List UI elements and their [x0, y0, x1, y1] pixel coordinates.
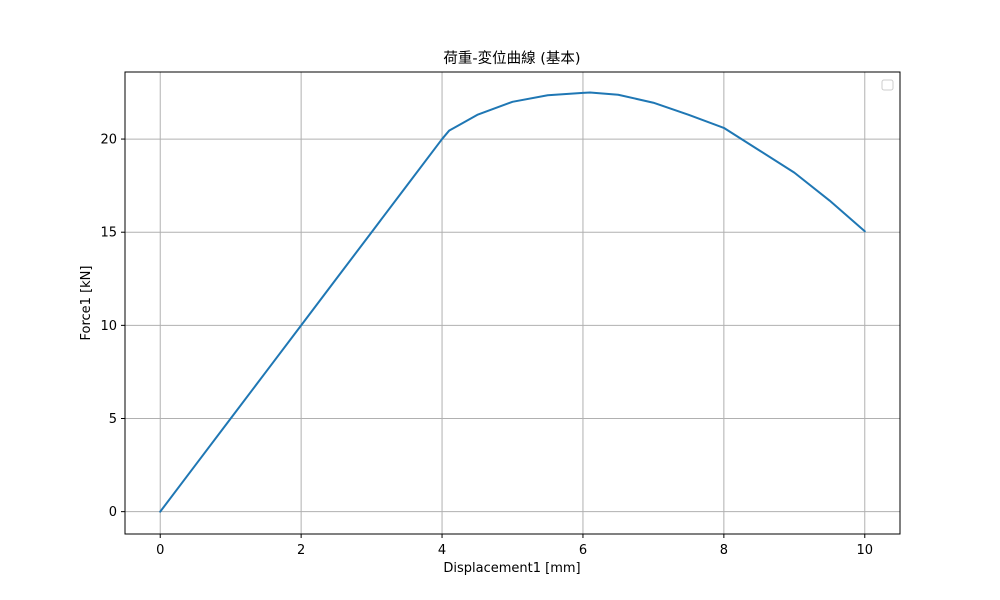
grid: [125, 72, 900, 534]
x-tick-label: 8: [720, 543, 728, 558]
plot-area-frame: [124, 71, 901, 535]
y-tick-label: 0: [109, 505, 117, 520]
chart-title: 荷重-変位曲線 (基本): [443, 50, 580, 67]
x-tick-label: 10: [856, 543, 873, 558]
series-line: [159, 91, 866, 513]
y-axis-ticks: 0 5 10 15 20: [100, 133, 125, 520]
x-tick-label: 2: [297, 543, 305, 558]
x-tick-label: 0: [156, 543, 164, 558]
legend-box: [881, 79, 894, 91]
y-tick-label: 10: [100, 319, 117, 334]
series-layer: [159, 91, 866, 513]
x-tick-label: 6: [579, 543, 587, 558]
y-tick-label: 20: [100, 133, 117, 148]
y-tick-label: 15: [100, 226, 117, 241]
x-axis-label: Displacement1 [mm]: [443, 561, 580, 576]
x-axis-ticks: 0 2 4 6 8 10: [156, 534, 873, 558]
y-axis-label: Force1 [kN]: [79, 266, 94, 341]
x-tick-label: 4: [438, 543, 446, 558]
y-tick-label: 5: [109, 412, 117, 427]
